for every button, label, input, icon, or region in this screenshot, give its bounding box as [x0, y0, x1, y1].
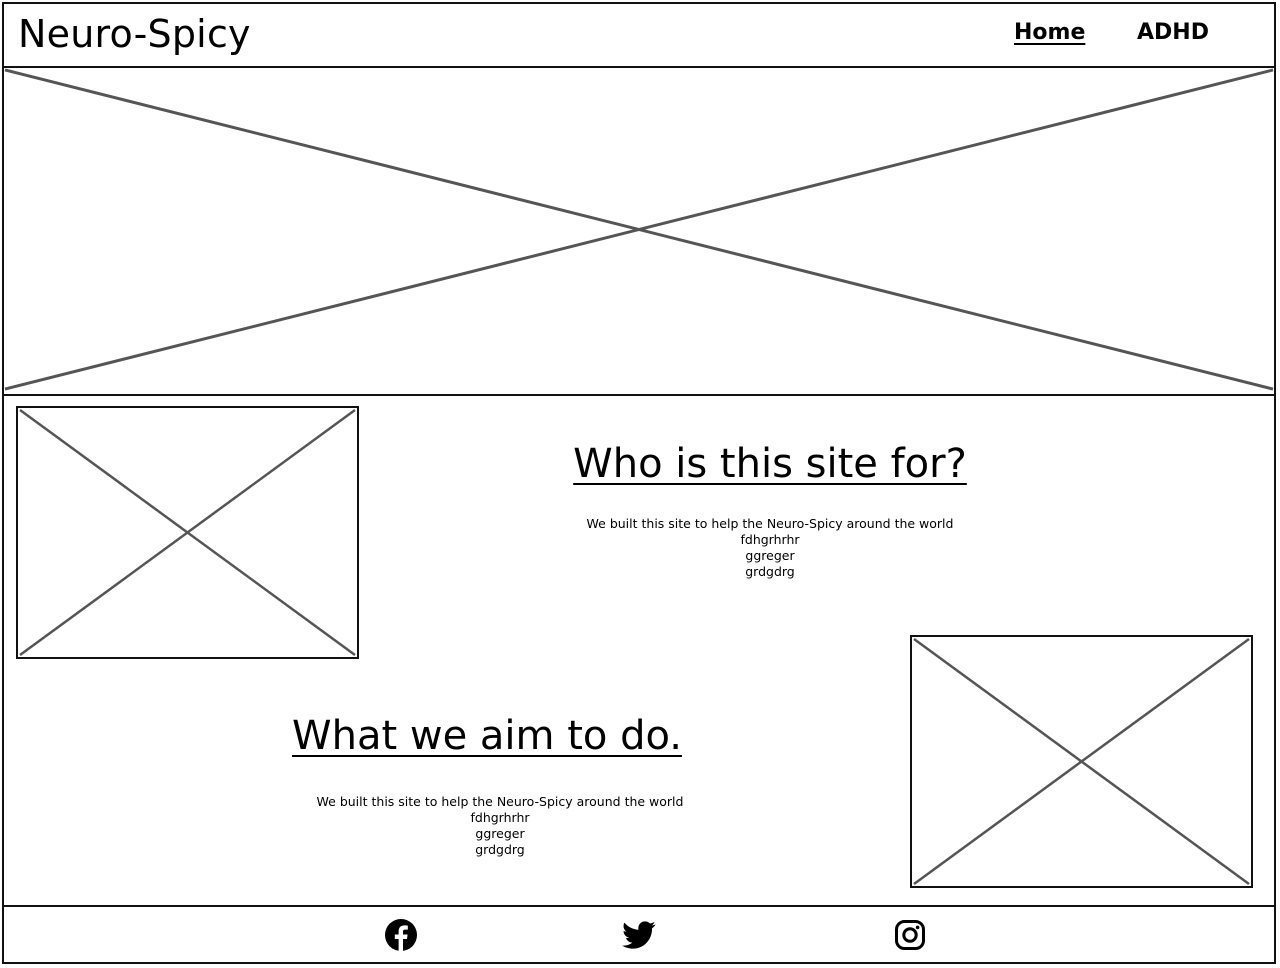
aim-body-line: We built this site to help the Neuro-Spi…: [316, 794, 684, 809]
who-body-line: grdgdrg: [745, 564, 795, 579]
aim-body-line: grdgdrg: [475, 842, 525, 857]
twitter-icon[interactable]: [622, 918, 656, 952]
who-section-title: Who is this site for?: [573, 441, 967, 487]
who-body-line: fdhgrhrhr: [740, 532, 800, 547]
hero-image-placeholder: [2, 67, 1276, 396]
instagram-icon[interactable]: [893, 918, 927, 952]
aim-section-title: What we aim to do.: [292, 713, 682, 759]
who-body-line: ggreger: [745, 548, 795, 563]
who-section-body: We built this site to help the Neuro-Spi…: [570, 516, 970, 580]
who-body-line: We built this site to help the Neuro-Spi…: [586, 516, 954, 531]
aim-body-line: fdhgrhrhr: [470, 810, 530, 825]
aim-body-line: ggreger: [475, 826, 525, 841]
site-logo[interactable]: Neuro-Spicy: [18, 12, 251, 56]
site-header: Neuro-Spicy Home ADHD: [2, 2, 1276, 68]
nav-adhd-link[interactable]: ADHD: [1137, 20, 1209, 45]
about-image-placeholder: [16, 406, 359, 659]
aim-image-placeholder: [910, 635, 1253, 888]
facebook-icon[interactable]: [384, 918, 418, 952]
site-footer: [2, 905, 1276, 966]
aim-section-body: We built this site to help the Neuro-Spi…: [300, 794, 700, 858]
nav-home-link[interactable]: Home: [1014, 20, 1086, 45]
